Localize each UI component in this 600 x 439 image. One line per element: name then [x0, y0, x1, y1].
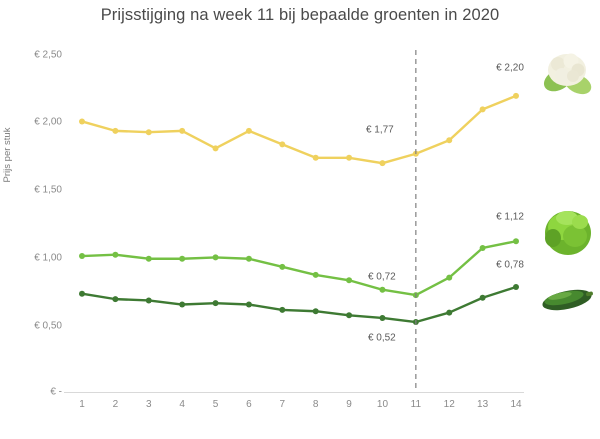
- x-axis-line: [64, 392, 524, 393]
- x-tick-label: 11: [410, 399, 422, 410]
- x-tick-label: 13: [477, 399, 489, 410]
- x-tick-label: 8: [312, 399, 319, 410]
- data-point: [312, 308, 319, 315]
- x-tick-label: 1: [79, 399, 85, 410]
- y-tick-label: € 2,50: [34, 49, 62, 61]
- data-label: € 1,77: [365, 124, 394, 136]
- data-point: [479, 106, 486, 113]
- x-tick-label: 3: [145, 399, 152, 410]
- data-point: [279, 141, 286, 148]
- data-point: [479, 244, 486, 251]
- data-point: [212, 300, 219, 307]
- data-label: € 0,52: [367, 332, 396, 344]
- data-point: [245, 301, 252, 308]
- data-point: [513, 284, 519, 291]
- y-tick-label: € -: [50, 386, 62, 398]
- x-tick-label: 6: [246, 399, 252, 410]
- data-point: [79, 253, 85, 260]
- y-tick-label: € 0,50: [34, 320, 62, 332]
- data-point: [513, 92, 519, 99]
- data-point: [112, 251, 119, 258]
- data-point: [212, 254, 219, 261]
- data-point: [379, 314, 386, 321]
- y-tick-label: € 1,00: [34, 252, 62, 264]
- data-point: [212, 145, 219, 152]
- x-tick-label: 4: [179, 399, 185, 410]
- data-point: [112, 127, 119, 134]
- data-point: [346, 154, 353, 161]
- data-point: [145, 255, 152, 262]
- y-tick-label: € 2,00: [34, 116, 62, 128]
- data-point: [245, 255, 252, 262]
- data-point: [346, 312, 353, 319]
- x-tick-label: 14: [510, 399, 522, 410]
- data-point: [145, 129, 152, 136]
- data-point: [279, 306, 286, 313]
- data-point: [446, 309, 453, 316]
- data-label: € 1,12: [496, 211, 524, 223]
- data-point: [312, 271, 319, 278]
- data-point: [513, 238, 519, 245]
- data-point: [279, 263, 286, 270]
- data-point: [446, 137, 453, 144]
- data-point: [79, 118, 85, 125]
- data-point: [446, 274, 453, 281]
- data-point: [79, 290, 85, 297]
- x-tick-label: 9: [346, 399, 352, 410]
- chart-title: Prijsstijging na week 11 bij bepaalde gr…: [100, 6, 500, 24]
- x-tick-label: 10: [376, 399, 389, 410]
- series-line-ijsbergsla: [80, 240, 518, 297]
- data-point: [479, 294, 486, 301]
- data-point: [312, 154, 319, 161]
- zucchini-photo: [542, 289, 593, 311]
- data-point: [346, 277, 353, 284]
- series-line-bloemkool: [80, 94, 518, 165]
- x-tick-label: 2: [112, 399, 119, 410]
- data-point: [179, 127, 186, 134]
- series-line-courgette: [80, 285, 518, 324]
- data-label: € 0,72: [367, 271, 396, 283]
- data-point: [245, 127, 252, 134]
- data-label: € 0,78: [496, 259, 524, 271]
- x-tick-label: 5: [212, 399, 219, 410]
- x-tick-label: 12: [443, 399, 455, 410]
- y-axis-ticks: € 2,50 € 2,00 € 1,50 € 1,00 € 0,50 € -: [0, 0, 62, 439]
- data-label: € 2,20: [496, 62, 524, 74]
- data-point: [379, 160, 386, 167]
- data-point: [179, 255, 186, 262]
- data-point: [179, 301, 186, 308]
- data-point: [112, 296, 119, 303]
- data-point: [379, 286, 386, 293]
- y-tick-label: € 1,50: [34, 184, 62, 196]
- data-point: [145, 297, 152, 304]
- x-tick-label: 7: [279, 399, 286, 410]
- lettuce-photo: [545, 211, 591, 255]
- cauliflower-photo: [543, 53, 592, 95]
